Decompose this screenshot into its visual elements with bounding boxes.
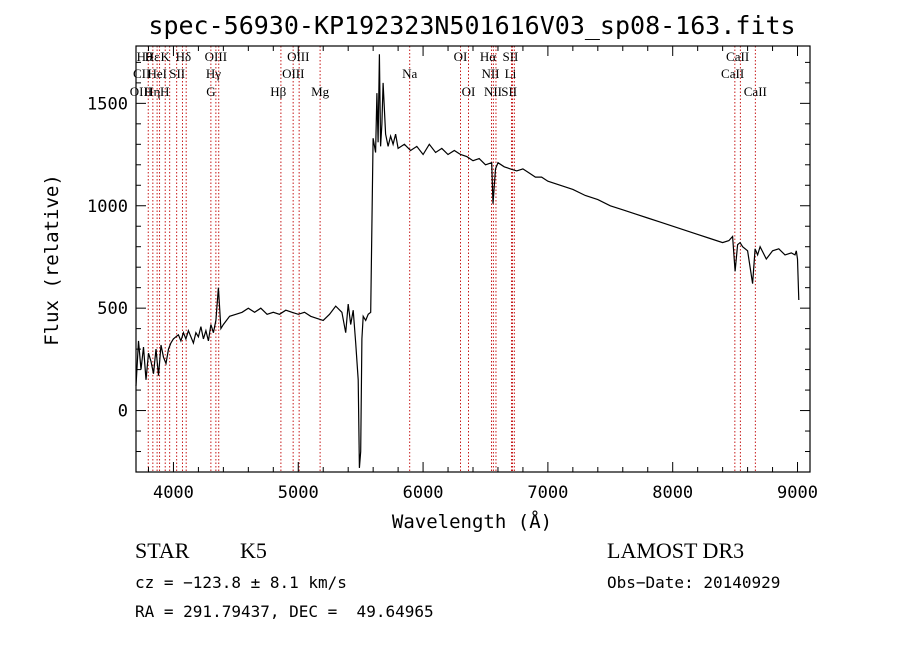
tick-label: 7000: [527, 483, 568, 503]
line-label: Hθ: [137, 49, 153, 64]
tick-label: 8000: [652, 483, 693, 503]
line-label: CaII: [744, 84, 767, 99]
line-label: Hε: [145, 49, 160, 64]
redshift-readout: cz = −123.8 ± 8.1 km/s: [135, 573, 347, 592]
line-label: Mg: [311, 84, 330, 99]
line-label: HeI: [147, 66, 167, 81]
line-label: Na: [402, 66, 417, 81]
coordinates-readout: RA = 291.79437, DEC = 49.64965: [135, 602, 434, 621]
line-label: G: [206, 84, 215, 99]
line-label: CII: [133, 66, 150, 81]
tick-label: 0: [118, 402, 128, 422]
tick-label: 4000: [153, 483, 194, 503]
line-label: Hβ: [270, 84, 286, 99]
plot-frame: [135, 45, 811, 473]
tick-label: 9000: [777, 483, 818, 503]
survey-name: LAMOST DR3: [607, 538, 745, 563]
x-axis-label: Wavelength (Å): [392, 510, 552, 533]
line-label: SII: [169, 66, 185, 81]
tick-label: 1000: [87, 197, 128, 217]
line-label: SII: [502, 49, 518, 64]
tick-label: 1500: [87, 94, 128, 114]
chart-title: spec-56930-KP192323N501616V03_sp08-163.f…: [148, 11, 795, 40]
observation-date: Obs−Date: 20140929: [607, 573, 781, 592]
line-label: OIII: [205, 49, 227, 64]
line-label: OIII: [282, 66, 304, 81]
line-label: K: [161, 49, 171, 64]
line-label: SII: [501, 84, 517, 99]
object-type: STAR: [135, 538, 190, 563]
axis-ticks: 4000 5000 6000 7000 8000 9000 0 500 1000 1500: [87, 46, 818, 503]
line-label: OIII: [287, 49, 309, 64]
y-axis-label: Flux (relative): [41, 174, 63, 346]
emission-line-markers: [147, 46, 756, 472]
line-label: Hδ: [176, 49, 192, 64]
line-label: Li: [505, 66, 517, 81]
tick-label: 500: [97, 299, 128, 319]
line-label: H: [160, 84, 169, 99]
line-label: NII: [481, 66, 499, 81]
line-label: CaII: [721, 66, 744, 81]
line-label: OIII: [130, 84, 152, 99]
line-label: Hγ: [206, 66, 221, 81]
line-label: Hη: [144, 84, 160, 99]
line-label: OI: [454, 49, 468, 64]
object-subclass: K5: [240, 538, 267, 563]
line-label: Hα: [480, 49, 496, 64]
tick-label: 5000: [278, 483, 319, 503]
line-label: OI: [462, 84, 476, 99]
line-label: CaII: [726, 49, 749, 64]
tick-label: 6000: [403, 483, 444, 503]
spectrum-series-line: [135, 54, 800, 468]
line-label: NII: [484, 84, 502, 99]
